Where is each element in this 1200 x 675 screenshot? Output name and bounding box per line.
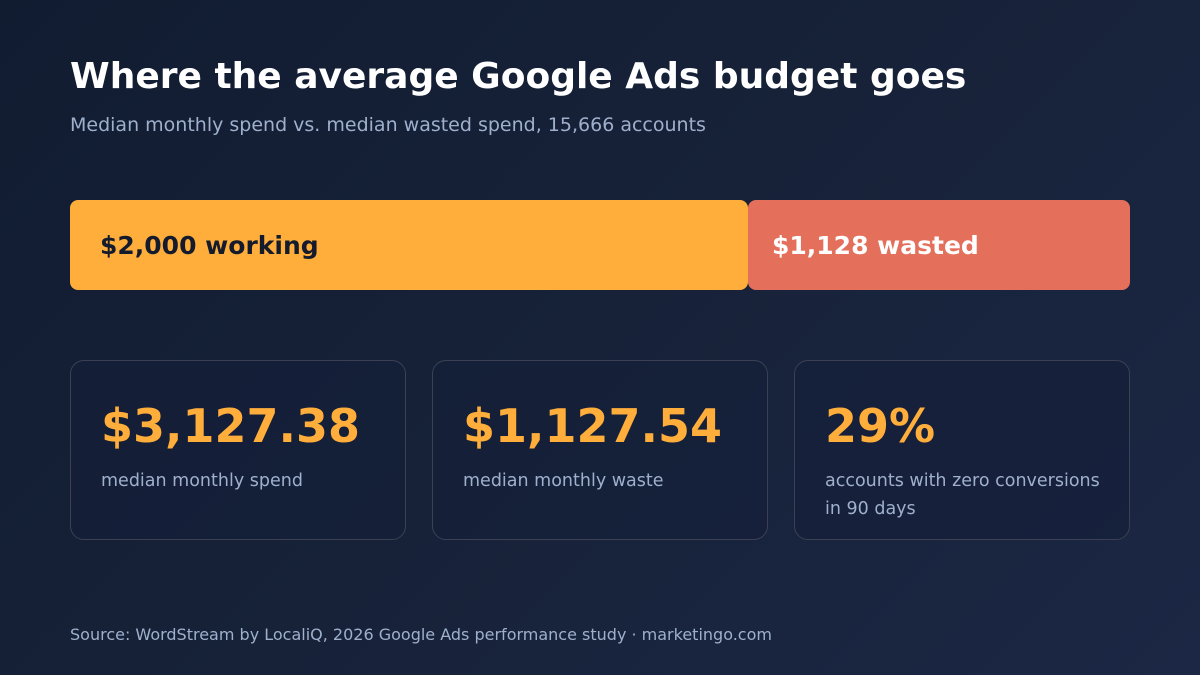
stat-card-spend: $3,127.38 median monthly spend — [70, 360, 406, 540]
stat-value-zero-conversions: 29% — [825, 399, 936, 453]
source-note: Source: WordStream by LocaliQ, 2026 Goog… — [70, 625, 772, 644]
stat-label-zero-conversions: accounts with zero conversions in 90 day… — [825, 471, 1100, 519]
stat-label-waste: median monthly waste — [463, 471, 664, 491]
chart-subtitle: Median monthly spend vs. median wasted s… — [70, 114, 706, 136]
stat-label-spend: median monthly spend — [101, 471, 303, 491]
bar-segment-wasted: $1,128 wasted — [748, 200, 1130, 290]
bar-segment-working: $2,000 working — [70, 200, 748, 290]
stat-card-waste: $1,127.54 median monthly waste — [432, 360, 768, 540]
stat-card-zero-conversions: 29% accounts with zero conversions in 90… — [794, 360, 1130, 540]
bar-label-wasted: $1,128 wasted — [772, 230, 979, 260]
bar-label-working: $2,000 working — [100, 230, 319, 260]
chart-title: Where the average Google Ads budget goes — [70, 56, 967, 97]
stat-value-spend: $3,127.38 — [101, 399, 360, 453]
stat-value-waste: $1,127.54 — [463, 399, 722, 453]
budget-stacked-bar: $2,000 working $1,128 wasted — [70, 200, 1130, 290]
